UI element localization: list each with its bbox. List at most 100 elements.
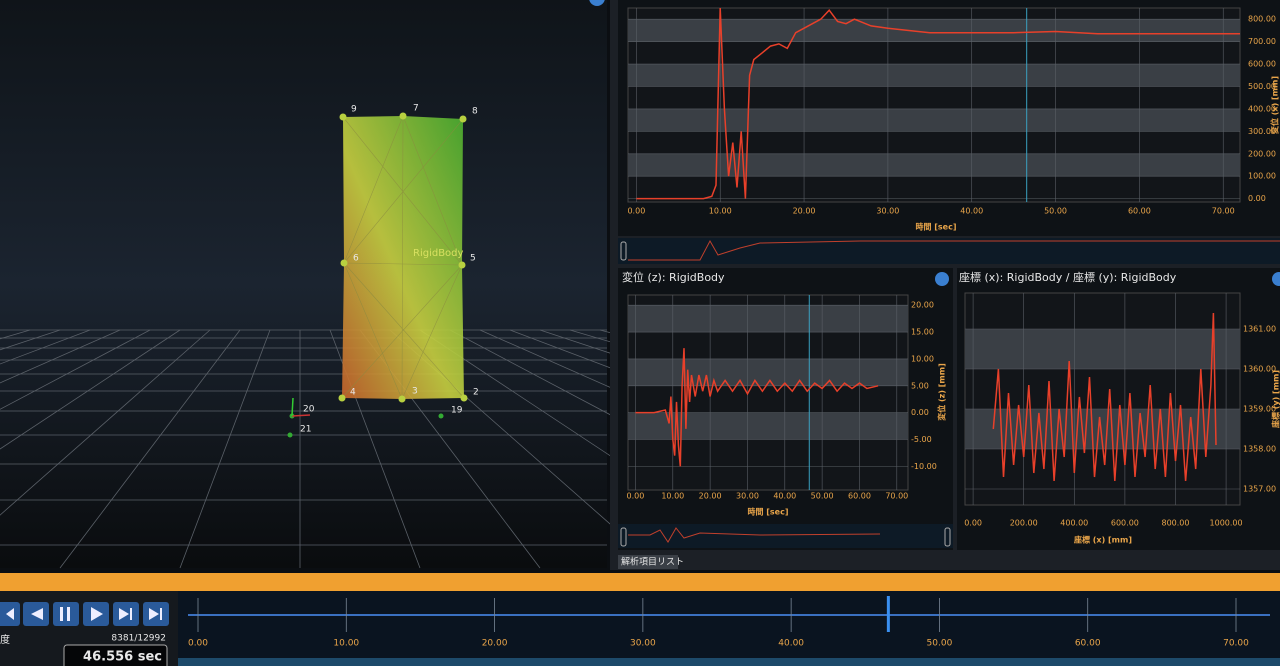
timeline-tick-label: 50.00 [927,639,953,649]
data-line [635,348,879,467]
overview [618,524,953,548]
y-tick-label: 300.00 [1248,127,1276,136]
grid-band [628,108,1240,132]
x-tick-label: 60.00 [848,492,871,501]
floor-line [0,329,211,516]
x-tick-label: 30.00 [736,492,759,501]
frame-counter: 8381/12992 [111,634,166,644]
timeline-tick-label: 0.00 [188,639,208,649]
y-tick-label: 10.00 [911,354,934,363]
chart-title: 変位 (z): RigidBody [622,270,725,284]
marker-label: 7 [413,104,419,114]
timeline-cursor[interactable] [886,596,890,632]
grid-band [628,64,1240,87]
grid-band [965,329,1240,369]
timeline-tick-label: 40.00 [778,639,804,649]
timeline-tick-label: 60.00 [1075,639,1101,649]
x-tick-label: 10.00 [709,207,732,216]
y-tick-label: 500.00 [1248,82,1276,91]
y-tick-label: 200.00 [1248,149,1276,158]
y-tick-label: -5.00 [911,435,932,444]
button[interactable] [53,602,79,626]
x-tick-label: 20.00 [699,492,722,501]
y-tick-label: -10.00 [911,462,937,471]
timeline-ticks: 0.00 10.00 20.00 30.00 40.00 50.00 60.00 70.00 [188,596,1249,649]
time-box[interactable] [63,644,168,666]
menu-button[interactable] [935,272,949,286]
overview-handle[interactable] [620,527,627,547]
y-tick-label: 700.00 [1248,37,1276,46]
x-tick-label: 1000.00 [1210,519,1243,528]
floor-line [0,329,181,450]
x-tick-label: 70.00 [885,492,908,501]
overview-handle[interactable] [620,241,627,261]
y-tick-label: 400.00 [1248,104,1276,113]
timeline-tick-label: 20.00 [482,639,508,649]
marker-label: 6 [353,254,359,264]
y-tick-label: 20.00 [911,301,934,310]
x-tick-label: 0.00 [964,519,982,528]
marker-labels: 9 7 8 6 5 4 3 2 20 19 21 RigidBody [300,104,479,435]
grid-band [628,19,1240,42]
data-line [992,312,1217,482]
floor-line [0,329,151,410]
tab-label: 解析項目リスト [621,556,684,568]
timeline-scroll[interactable] [178,658,1280,666]
overview [618,238,1280,264]
x-axis-label: 座標 (x) [mm] [1073,535,1132,545]
marker-label: 3 [412,387,418,397]
menu-button[interactable] [1272,272,1280,286]
marker-label: 19 [451,406,463,416]
y-axis-label: 座標 (y) [mm] [1271,370,1280,429]
splitter [0,573,1280,591]
x-tick-label: 800.00 [1161,519,1189,528]
y-tick-label: 1358.00 [1243,445,1276,454]
y-tick-label: 1357.00 [1243,485,1276,494]
x-tick-label: 200.00 [1010,519,1038,528]
time-display: 46.556 sec [83,650,162,665]
y-tick-label: 1359.00 [1243,405,1276,414]
y-axis-label: 変位 (z) [mm] [937,363,947,421]
marker-label: 8 [472,107,478,117]
y-tick-label: 1361.00 [1243,325,1276,334]
viewport-bg [0,0,607,568]
y-tick-label: 1360.00 [1243,365,1276,374]
y-tick-label: 0.00 [911,408,929,417]
marker-label: 2 [473,388,479,398]
x-tick-label: 50.00 [1044,207,1067,216]
axis-y [291,397,294,417]
x-tick-label: 600.00 [1111,519,1139,528]
x-axis-label: 時間 [sec] [747,507,788,517]
charts: 0.00 100.00 200.00 300.00 400.00 500.00 600.00… [622,7,1280,545]
x-tick-label: 400.00 [1060,519,1088,528]
y-tick-label: 0.00 [1248,194,1266,203]
timeline [178,591,1280,666]
overview-handle[interactable] [944,527,951,547]
transport-buttons [0,602,169,626]
timeline-tick-label: 30.00 [630,639,656,649]
chart-title: 座標 (x): RigidBody / 座標 (y): RigidBody [959,270,1177,284]
tab[interactable] [618,555,678,569]
view-button[interactable] [589,0,605,6]
floor-line [59,329,241,569]
floor-line [179,329,271,569]
x-tick-label: 60.00 [1128,207,1151,216]
x-tick-label: 0.00 [627,207,645,216]
plot-bg [964,292,1241,506]
marker-label: 9 [351,105,357,115]
x-tick-label: 70.00 [1212,207,1235,216]
marker-dots [287,112,468,438]
marker-label: 21 [300,425,311,435]
speed-label: 度 [0,633,10,646]
body-label: RigidBody [413,248,464,259]
x-axis-label: 時間 [sec] [915,222,956,232]
x-tick-label: 50.00 [811,492,834,501]
grid-band [628,358,908,386]
x-tick-label: 30.00 [876,207,899,216]
data-line [636,7,1240,200]
overview-line [628,239,1280,261]
x-tick-label: 40.00 [773,492,796,501]
x-tick-label: 10.00 [661,492,684,501]
